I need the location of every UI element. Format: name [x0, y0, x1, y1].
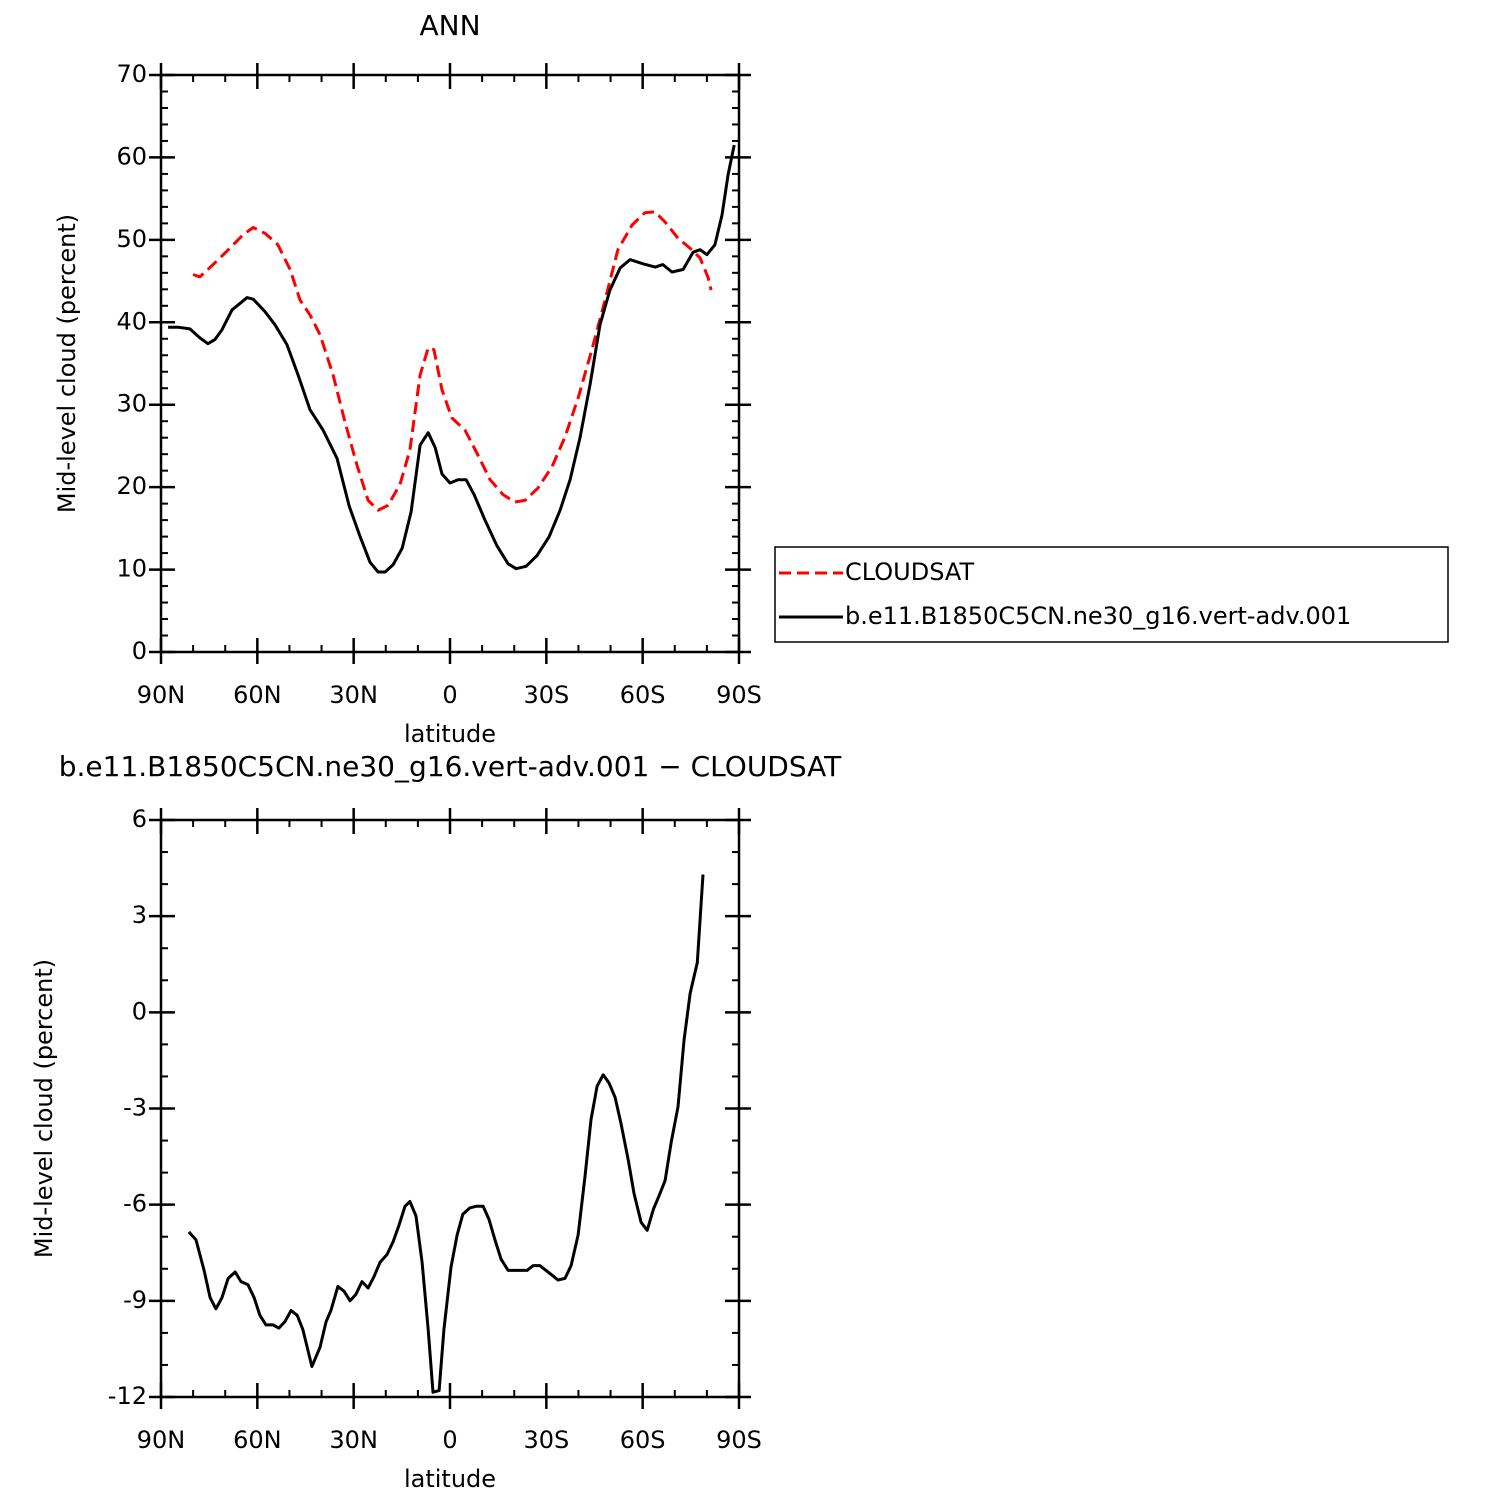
y-axis-label: Mid-level cloud (percent): [53, 214, 81, 513]
x-tick-label: 30S: [523, 1426, 569, 1454]
x-tick-label: 60N: [233, 1426, 282, 1454]
legend-label: CLOUDSAT: [845, 558, 974, 586]
x-axis-label: latitude: [404, 1465, 496, 1493]
x-tick-label: 30N: [329, 1426, 378, 1454]
y-axis-label: Mid-level cloud (percent): [30, 959, 58, 1258]
y-tick-label: 40: [116, 307, 147, 335]
chart-title: b.e11.B1850C5CN.ne30_g16.vert-adv.001 − …: [59, 750, 842, 783]
x-tick-label: 0: [442, 1426, 457, 1454]
x-tick-label: 0: [442, 681, 457, 709]
plot-frame: [159, 73, 741, 654]
x-tick-label: 60S: [620, 681, 666, 709]
y-tick-label: 70: [116, 60, 147, 88]
y-tick-label: 6: [132, 805, 147, 833]
legend-label: b.e11.B1850C5CN.ne30_g16.vert-adv.001: [845, 602, 1351, 630]
x-tick-label: 90S: [716, 1426, 762, 1454]
data-line: [168, 144, 736, 574]
x-tick-label: 30S: [523, 681, 569, 709]
x-tick-label: 60N: [233, 681, 282, 709]
x-tick-label: 60S: [620, 1426, 666, 1454]
y-tick-label: 50: [116, 225, 147, 253]
y-tick-label: 0: [132, 997, 147, 1025]
y-tick-label: 3: [132, 901, 147, 929]
y-tick-label: 60: [116, 142, 147, 170]
x-axis-label: latitude: [404, 720, 496, 748]
y-tick-label: -12: [108, 1382, 147, 1410]
plot-frame: [159, 818, 741, 1399]
y-tick-label: -6: [123, 1190, 147, 1218]
y-tick-label: 0: [132, 637, 147, 665]
y-tick-label: -3: [123, 1094, 147, 1122]
data-line: [187, 874, 705, 1394]
legend-box: [774, 546, 1449, 643]
x-tick-label: 90N: [137, 681, 186, 709]
x-tick-label: 30N: [329, 681, 378, 709]
y-tick-label: 30: [116, 390, 147, 418]
chart-title: ANN: [419, 9, 480, 42]
data-line: [192, 210, 713, 512]
x-tick-label: 90N: [137, 1426, 186, 1454]
y-tick-label: 10: [116, 555, 147, 583]
y-tick-label: -9: [123, 1286, 147, 1314]
y-tick-label: 20: [116, 472, 147, 500]
x-tick-label: 90S: [716, 681, 762, 709]
